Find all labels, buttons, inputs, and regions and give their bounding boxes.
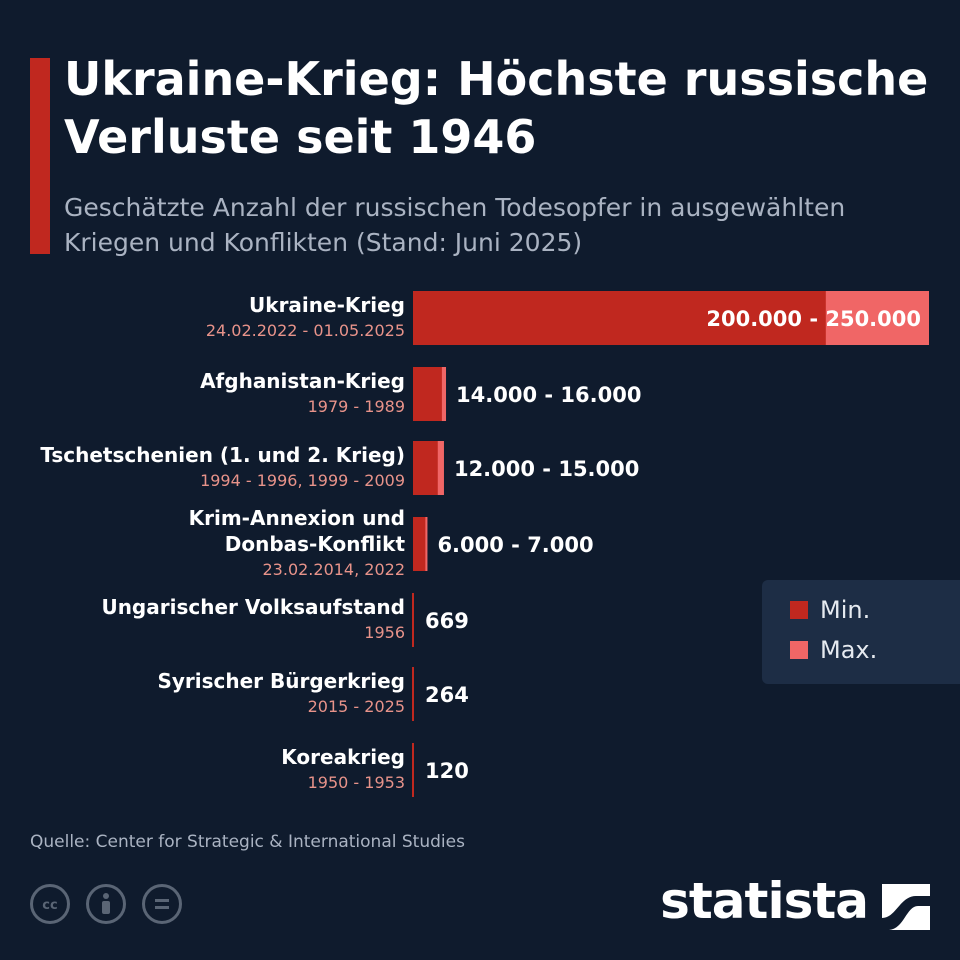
chart-subtitle: Geschätzte Anzahl der russischen Todesop… (64, 193, 846, 257)
legend: Min. Max. (762, 580, 960, 684)
legend-label-min: Min. (820, 596, 871, 624)
bar-min (413, 517, 426, 571)
value-label: 12.000 - 15.000 (454, 457, 639, 481)
category-period: 23.02.2014, 2022 (263, 560, 406, 579)
source-note: Quelle: Center for Strategic & Internati… (30, 832, 465, 852)
value-label: 14.000 - 16.000 (456, 383, 641, 407)
category-label: Syrischer Bürgerkrieg (157, 669, 405, 693)
category-label: Krim-Annexion und (189, 506, 405, 530)
value-label: 669 (425, 609, 469, 633)
no-derivatives-icon[interactable] (142, 884, 182, 924)
category-period: 2015 - 2025 (308, 697, 405, 716)
legend-swatch-min (790, 601, 808, 619)
category-label: Tschetschenien (1. und 2. Krieg) (40, 443, 405, 467)
bar-min (413, 441, 438, 495)
category-label: Koreakrieg (281, 745, 405, 769)
category-period: 1950 - 1953 (308, 773, 405, 792)
legend-item-min: Min. (790, 596, 870, 624)
svg-text:cc: cc (42, 898, 57, 913)
category-period: 24.02.2022 - 01.05.2025 (206, 321, 405, 340)
category-label: Afghanistan-Krieg (200, 369, 405, 393)
category-period: 1994 - 1996, 1999 - 2009 (200, 471, 405, 490)
category-label: Donbas-Konflikt (225, 532, 406, 556)
category-period: 1956 (364, 623, 405, 642)
attribution-icon[interactable] (86, 884, 126, 924)
legend-item-max: Max. (790, 636, 877, 664)
bar-min (413, 367, 442, 421)
title-accent-bar (30, 58, 50, 254)
value-label: 120 (425, 759, 469, 783)
bar-min (413, 291, 826, 345)
statista-logo-icon (882, 884, 930, 930)
legend-label-max: Max. (820, 636, 878, 664)
cc-license-icon[interactable]: cc (30, 884, 70, 924)
category-label: Ungarischer Volksaufstand (101, 595, 405, 619)
chart-title: Ukraine-Krieg: Höchste russische Verlust… (64, 52, 929, 164)
value-label: 264 (425, 683, 469, 707)
category-label: Ukraine-Krieg (249, 293, 405, 317)
category-period: 1979 - 1989 (308, 397, 405, 416)
value-label: 200.000 - 250.000 (706, 307, 921, 331)
statista-logo-text: statista (660, 872, 869, 930)
legend-swatch-max (790, 641, 808, 659)
value-label: 6.000 - 7.000 (437, 533, 593, 557)
